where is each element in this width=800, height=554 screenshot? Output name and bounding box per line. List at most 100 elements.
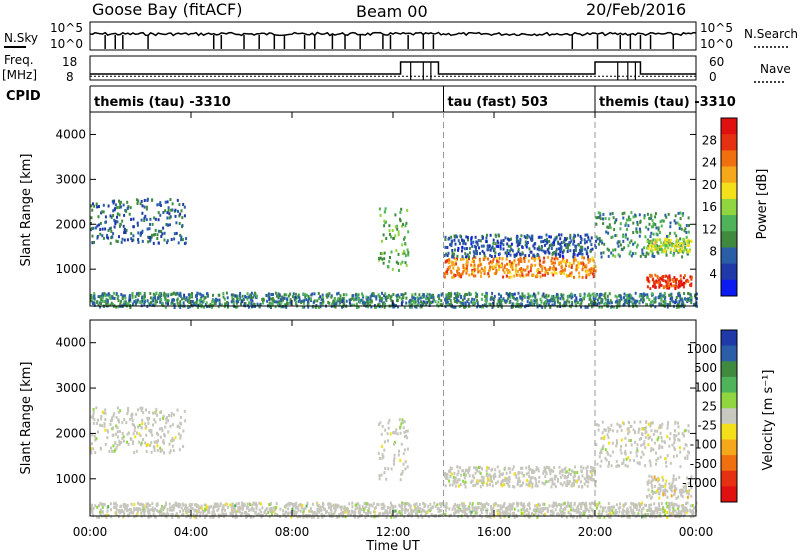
data-cell — [685, 279, 688, 283]
data-cell — [597, 503, 600, 507]
data-cell — [588, 268, 591, 272]
data-cell — [534, 263, 537, 267]
data-cell — [145, 450, 148, 453]
data-cell — [531, 302, 534, 306]
data-cell — [149, 237, 152, 241]
data-cell — [202, 512, 205, 516]
data-cell — [566, 274, 569, 278]
data-cell — [521, 246, 524, 249]
data-cell — [383, 210, 386, 214]
data-cell — [256, 302, 259, 306]
data-cell — [463, 305, 466, 309]
data-cell — [96, 505, 99, 509]
data-cell — [222, 504, 225, 508]
data-cell — [590, 236, 593, 240]
data-cell — [545, 296, 548, 300]
data-cell — [584, 233, 587, 237]
data-cell — [651, 252, 654, 256]
data-cell — [444, 305, 447, 309]
data-cell — [467, 305, 470, 309]
data-cell — [505, 481, 508, 485]
data-cell — [658, 285, 661, 289]
data-cell — [139, 291, 142, 295]
data-cell — [118, 224, 121, 228]
data-cell — [647, 252, 650, 256]
data-cell — [404, 254, 407, 258]
data-cell — [518, 267, 521, 271]
data-cell — [479, 485, 482, 489]
data-cell — [526, 234, 529, 237]
data-cell — [635, 227, 638, 231]
data-cell — [196, 297, 198, 301]
data-cell — [175, 231, 178, 235]
data-cell — [667, 281, 670, 285]
data-cell — [135, 449, 138, 453]
data-cell — [644, 293, 647, 297]
data-cell — [130, 510, 133, 514]
data-cell — [616, 441, 618, 445]
data-cell — [609, 427, 612, 431]
data-cell — [614, 248, 617, 252]
data-cell — [400, 442, 403, 446]
data-cell — [274, 305, 277, 309]
data-cell — [600, 448, 603, 452]
data-cell — [456, 272, 459, 276]
data-cell — [394, 440, 396, 444]
data-cell — [653, 502, 656, 506]
data-cell — [533, 246, 536, 250]
data-cell — [619, 294, 622, 298]
data-cell — [647, 247, 650, 251]
data-cell — [558, 471, 561, 475]
data-cell — [652, 448, 655, 452]
data-cell — [446, 297, 449, 301]
data-cell — [294, 292, 297, 296]
data-cell — [580, 238, 583, 242]
cpid-label: CPID — [6, 89, 41, 104]
data-cell — [653, 283, 656, 287]
data-cell — [458, 292, 461, 296]
data-cell — [224, 302, 227, 306]
data-cell — [304, 293, 307, 297]
data-cell — [139, 443, 142, 447]
data-cell — [385, 515, 388, 519]
data-cell — [144, 214, 147, 218]
data-cell — [547, 255, 550, 259]
data-cell — [682, 282, 685, 286]
data-cell — [488, 261, 491, 265]
data-cell — [575, 264, 578, 268]
data-cell — [654, 300, 657, 304]
data-cell — [687, 216, 690, 220]
data-cell — [321, 303, 324, 307]
data-cell — [518, 273, 521, 277]
data-cell — [607, 506, 610, 510]
data-cell — [130, 413, 133, 417]
data-cell — [522, 474, 525, 478]
data-cell — [182, 301, 185, 305]
data-cell — [681, 213, 684, 217]
data-cell — [363, 506, 366, 510]
data-cell — [572, 475, 575, 479]
data-cell — [492, 257, 495, 261]
data-cell — [319, 301, 322, 305]
data-cell — [565, 303, 568, 307]
data-cell — [648, 241, 650, 245]
data-cell — [204, 508, 207, 512]
data-cell — [594, 245, 597, 249]
data-cell — [462, 257, 464, 261]
data-cell — [395, 224, 398, 228]
data-cell — [479, 239, 482, 243]
data-cell — [626, 464, 629, 468]
data-cell — [482, 305, 484, 309]
data-cell — [328, 301, 331, 305]
data-cell — [407, 251, 410, 255]
data-cell — [666, 286, 669, 290]
data-cell — [152, 241, 155, 245]
data-cell — [106, 235, 108, 239]
data-cell — [254, 510, 257, 514]
data-cell — [300, 299, 303, 303]
data-cell — [181, 502, 184, 506]
data-cell — [170, 293, 173, 297]
data-cell — [286, 297, 289, 301]
data-cell — [101, 505, 104, 509]
data-cell — [568, 468, 571, 472]
